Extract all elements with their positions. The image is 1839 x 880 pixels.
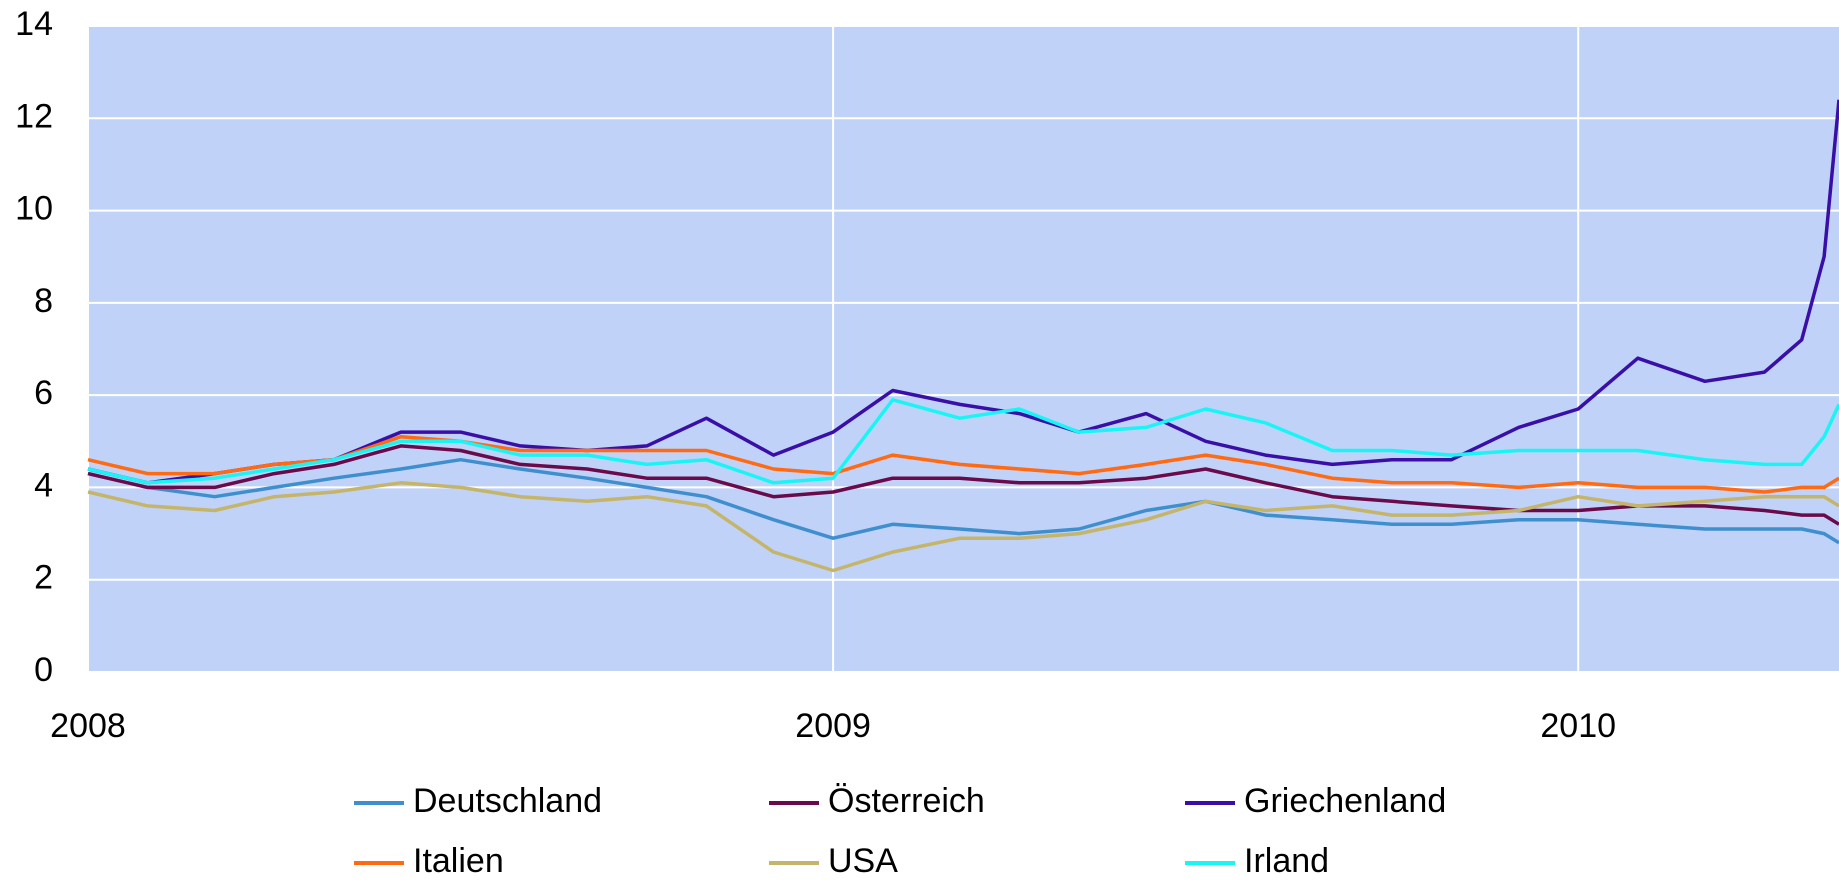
legend-label: Österreich xyxy=(828,782,985,820)
y-tick-label: 10 xyxy=(15,190,53,228)
series-line xyxy=(87,434,1839,494)
y-tick-label: 2 xyxy=(34,559,53,597)
legend-label: Irland xyxy=(1244,842,1329,880)
y-tick-label: 0 xyxy=(34,651,53,689)
plot-area xyxy=(88,26,1839,672)
y-tick-label: 14 xyxy=(15,5,53,43)
y-tick-label: 6 xyxy=(34,374,53,412)
y-tick-label: 4 xyxy=(34,466,53,504)
legend-label: Italien xyxy=(413,842,504,880)
y-tick-label: 8 xyxy=(34,282,53,320)
x-tick-label: 2008 xyxy=(50,707,126,745)
series-line xyxy=(87,457,1839,545)
series-line xyxy=(87,99,1839,485)
legend-label: Deutschland xyxy=(413,782,602,820)
series-line xyxy=(87,398,1839,485)
legend-label: USA xyxy=(828,842,898,880)
series-line xyxy=(87,481,1839,573)
y-tick-label: 12 xyxy=(15,97,53,135)
x-tick-label: 2009 xyxy=(795,707,871,745)
x-tick-label: 2010 xyxy=(1540,707,1616,745)
legend-label: Griechenland xyxy=(1244,782,1446,820)
